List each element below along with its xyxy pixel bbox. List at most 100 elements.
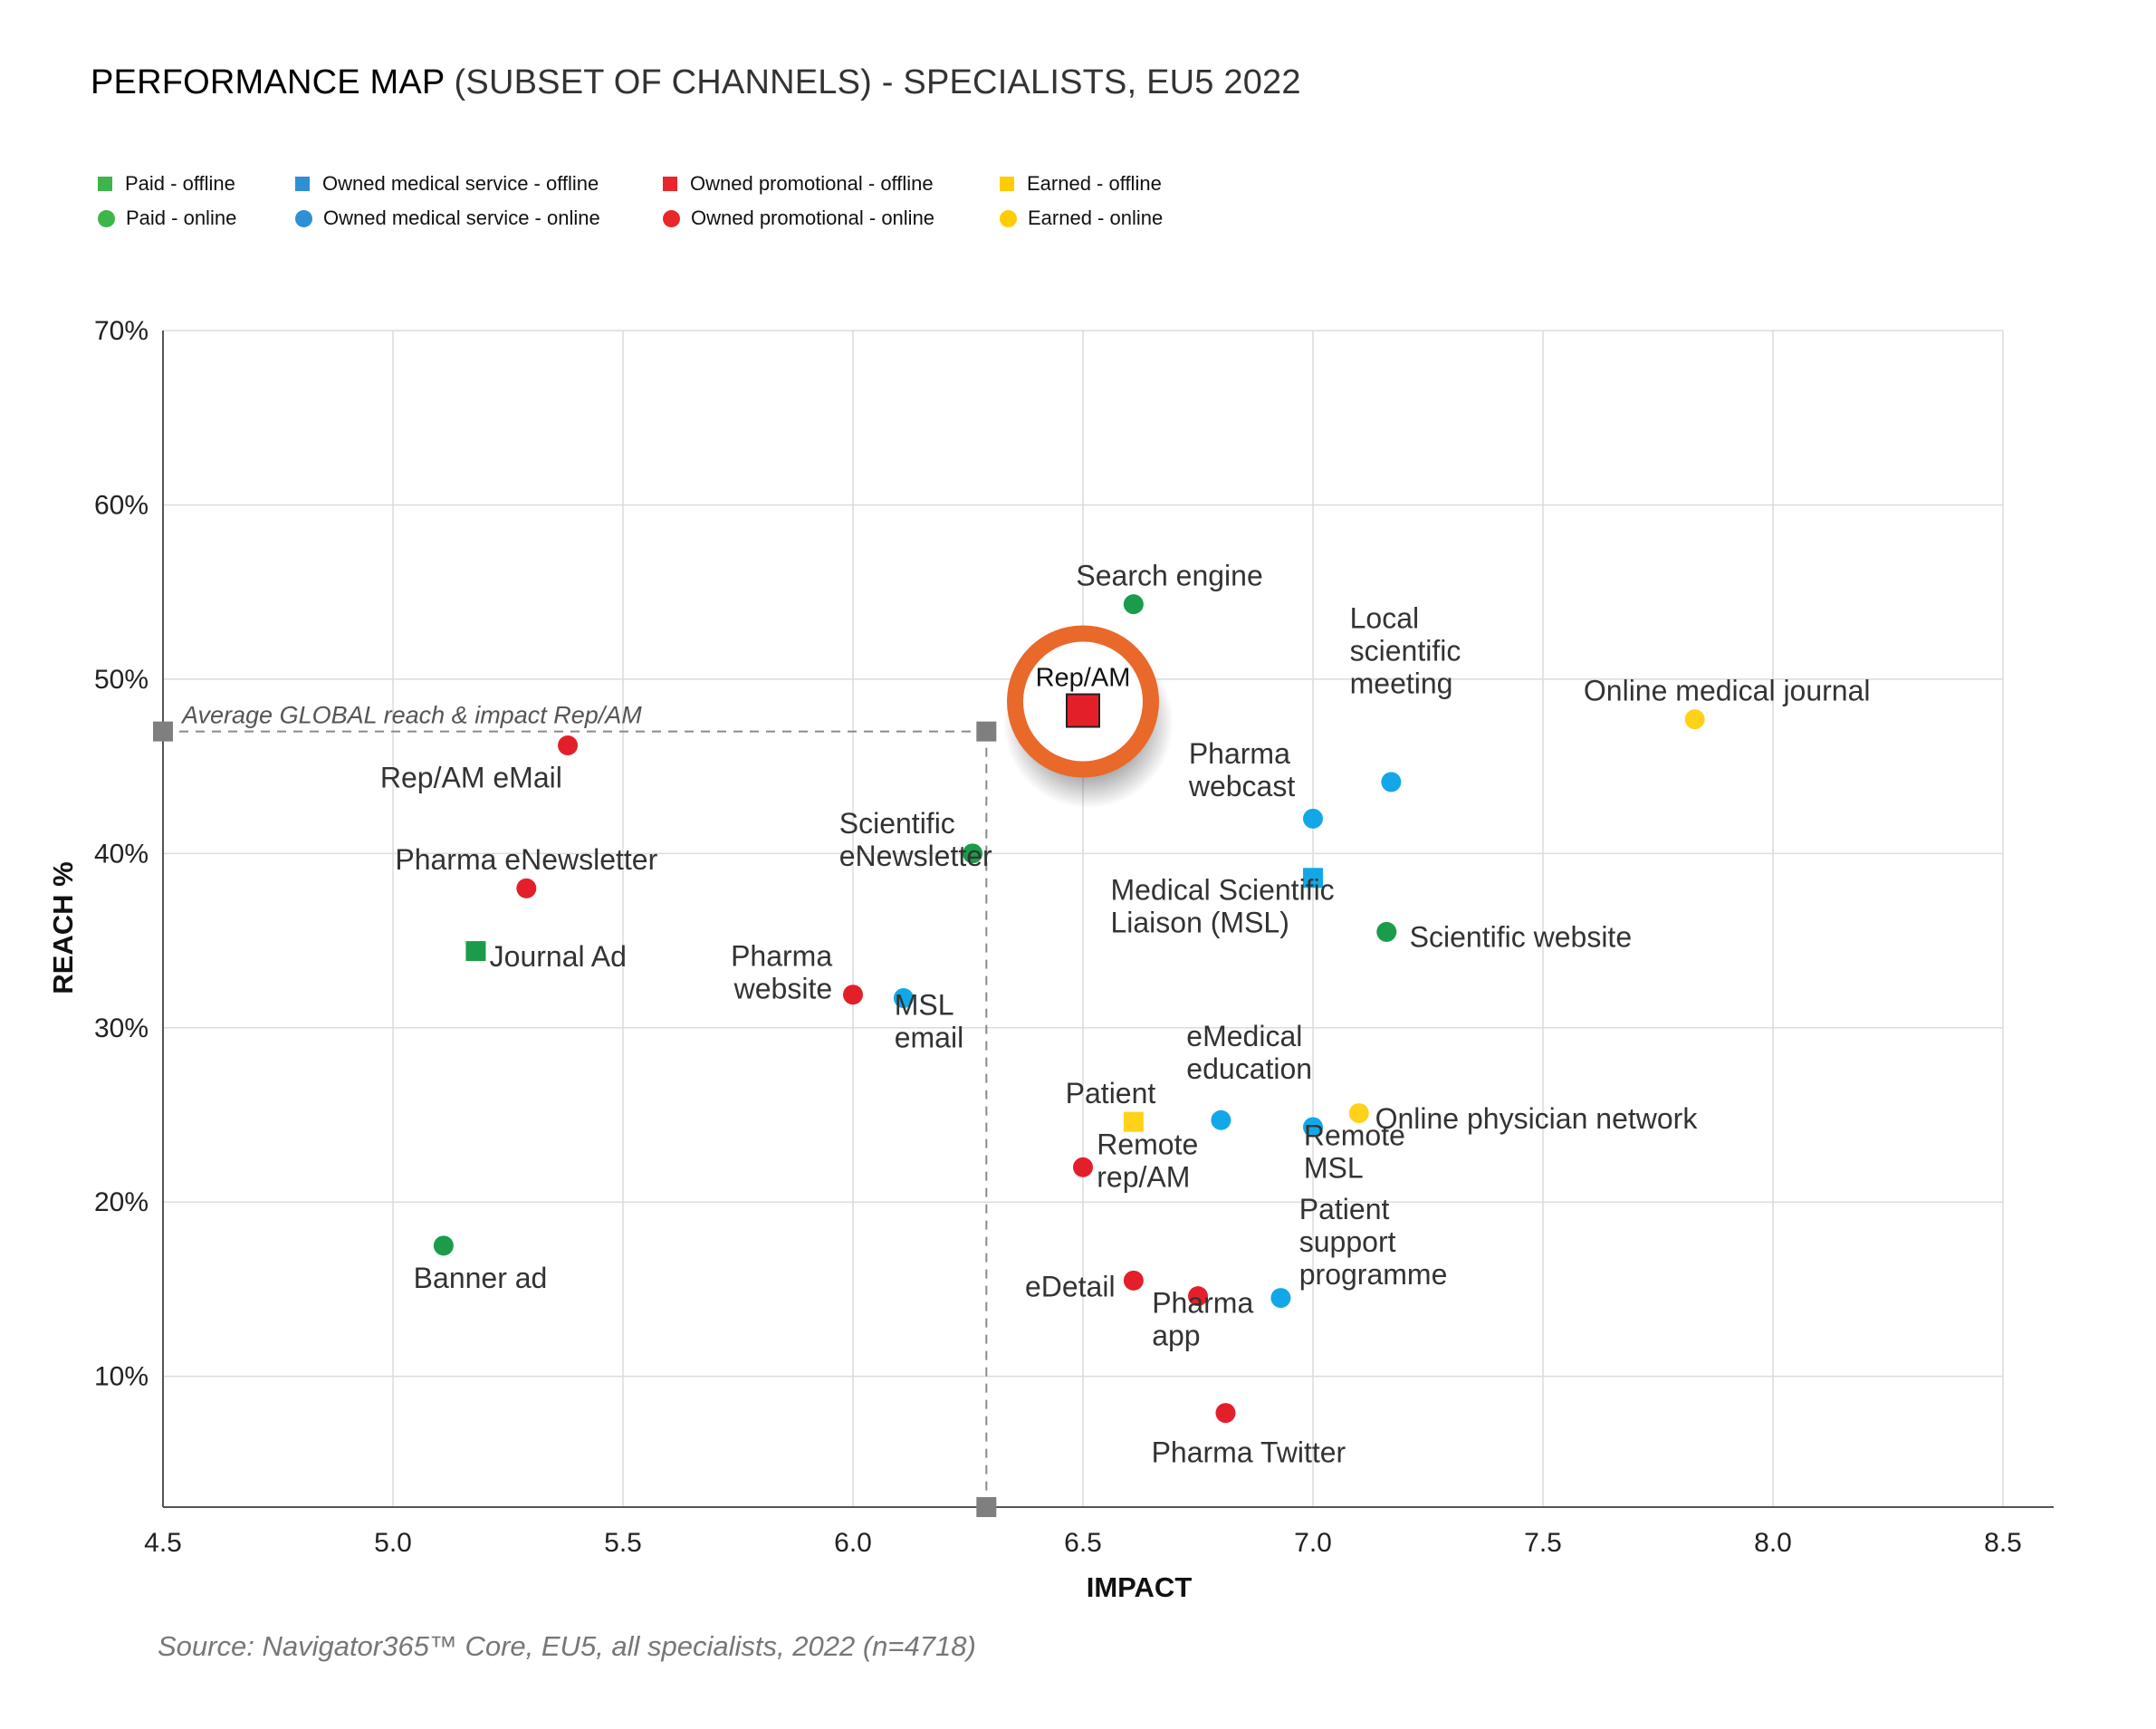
point-label-line: eDetail: [1025, 1271, 1116, 1303]
point-label: Remote rep/AM: [1097, 1128, 1198, 1193]
data-point: [1348, 1103, 1369, 1124]
data-point: [1123, 1270, 1144, 1291]
data-point: [1073, 1157, 1093, 1177]
point-label: Pharma website: [731, 939, 832, 1004]
data-point: [1381, 772, 1402, 792]
data-point: [843, 985, 863, 1005]
point-label: Rep/AM eMail: [380, 762, 562, 794]
legend-item: Owned medical service - offline: [295, 172, 599, 196]
legend-item: Paid - online: [98, 207, 236, 230]
point-label: Pharma eNewsletter: [395, 843, 657, 876]
axes: 4.5 5.0 5.5 6.0 6.5 7.0 7.5 8.0 8.5 10% 20% 30% 40% 5…: [47, 316, 2054, 1603]
point-label: Patient support programme: [1299, 1193, 1448, 1291]
legend-item: Earned - online: [1000, 207, 1163, 230]
point-label-line: Local: [1350, 602, 1420, 635]
point-label-line: Journal Ad: [490, 940, 627, 973]
point-label: Local scientific meeting: [1350, 602, 1461, 700]
x-tick-label: 6.0: [834, 1528, 872, 1558]
point-label-line: Pharma: [731, 939, 832, 972]
point-label: Rep/AM: [1036, 664, 1131, 693]
point-label-line: scientific: [1350, 635, 1461, 668]
legend-label: Paid - online: [126, 207, 237, 229]
point-label-line: Online physician network: [1375, 1102, 1699, 1135]
average-reference: Average GLOBAL reach & impact Rep/AM: [153, 702, 997, 1517]
point-label-line: app: [1152, 1319, 1200, 1351]
average-label: Average GLOBAL reach & impact Rep/AM: [180, 702, 642, 729]
x-tick-label: 8.0: [1754, 1528, 1792, 1558]
point-label-line: Scientific: [839, 807, 955, 840]
legend-label: Owned promotional - online: [691, 207, 935, 229]
point-label-line: eMedical: [1186, 1020, 1302, 1052]
x-tick-label: 6.5: [1064, 1528, 1102, 1558]
point-label: Journal Ad: [490, 940, 627, 973]
point-label: Online physician network: [1375, 1102, 1699, 1135]
x-tick-label: 8.5: [1984, 1528, 2022, 1558]
legend-square-icon: [98, 177, 112, 191]
legend-circle-icon: [295, 209, 312, 227]
point-label-line: Rep/AM eMail: [380, 762, 562, 794]
point-label: Patient: [1066, 1077, 1156, 1109]
legend-label: Earned - offline: [1027, 172, 1162, 195]
point-label-line: MSL: [895, 988, 954, 1021]
point-label-line: Liaison (MSL): [1110, 906, 1289, 938]
legend-square-icon: [663, 177, 677, 191]
legend-label: Owned medical service - offline: [322, 172, 599, 195]
average-marker: [976, 721, 997, 742]
x-tick-label: 5.5: [604, 1528, 642, 1558]
point-label-line: Pharma eNewsletter: [395, 843, 657, 876]
point-label-line: Online medical journal: [1584, 674, 1871, 706]
data-point: [1684, 709, 1705, 730]
point-label-line: meeting: [1350, 668, 1453, 700]
point-label-line: Banner ad: [414, 1262, 548, 1294]
point-label-line: email: [895, 1021, 963, 1053]
point-label: Online medical journal: [1584, 674, 1871, 706]
point-label-line: Remote: [1097, 1128, 1198, 1160]
legend-item: Earned - offline: [1000, 172, 1162, 196]
data-point: [893, 988, 914, 1009]
point-label-line: MSL: [1304, 1152, 1364, 1185]
data-point: [1303, 868, 1323, 889]
point-label-line: education: [1186, 1052, 1312, 1085]
point-label-line: Search engine: [1076, 559, 1262, 591]
x-tick-label: 7.0: [1294, 1528, 1332, 1558]
point-label: Search engine: [1076, 559, 1262, 591]
point-label-line: eNewsletter: [839, 840, 992, 872]
point-label: Pharma webcast: [1188, 737, 1296, 802]
point-label: Pharma Twitter: [1152, 1436, 1346, 1468]
data-point: [1215, 1403, 1236, 1424]
legend-label: Paid - offline: [125, 172, 235, 195]
y-tick-label: 20%: [94, 1187, 149, 1217]
legend-circle-icon: [98, 209, 115, 227]
point-label-line: Scientific website: [1410, 921, 1632, 954]
point-label-line: rep/AM: [1097, 1160, 1190, 1193]
y-axis-title: REACH %: [47, 861, 79, 994]
point-label-line: Patient: [1299, 1193, 1390, 1225]
point-label-line: Patient: [1066, 1077, 1156, 1109]
data-point: [433, 1235, 454, 1256]
grid: [163, 330, 2004, 1507]
data-points: [433, 594, 1705, 1424]
point-label: MSL email: [895, 988, 963, 1053]
x-tick-label: 7.5: [1524, 1528, 1562, 1558]
point-label: Medical Scientific Liaison (MSL): [1110, 873, 1334, 938]
data-point: [963, 843, 983, 864]
data-point: [516, 878, 537, 898]
legend-circle-icon: [1000, 209, 1017, 227]
point-label-line: website: [733, 972, 833, 1004]
data-point: [1270, 1288, 1291, 1309]
x-axis-title: IMPACT: [1087, 1571, 1193, 1603]
data-point: [1303, 808, 1323, 829]
y-tick-label: 70%: [94, 316, 149, 346]
legend-item: Paid - offline: [98, 172, 235, 196]
x-tick-label: 5.0: [374, 1528, 412, 1558]
chart-title-main: PERFORMANCE MAP: [91, 63, 445, 101]
legend-label: Owned medical service - online: [323, 207, 600, 229]
average-marker: [976, 1497, 997, 1517]
data-point: [465, 941, 486, 962]
data-point: [1376, 921, 1397, 942]
point-label-line: Pharma Twitter: [1152, 1436, 1346, 1468]
point-label: Pharma app: [1152, 1286, 1253, 1351]
point-label: eDetail: [1025, 1271, 1116, 1303]
average-marker: [153, 721, 173, 742]
